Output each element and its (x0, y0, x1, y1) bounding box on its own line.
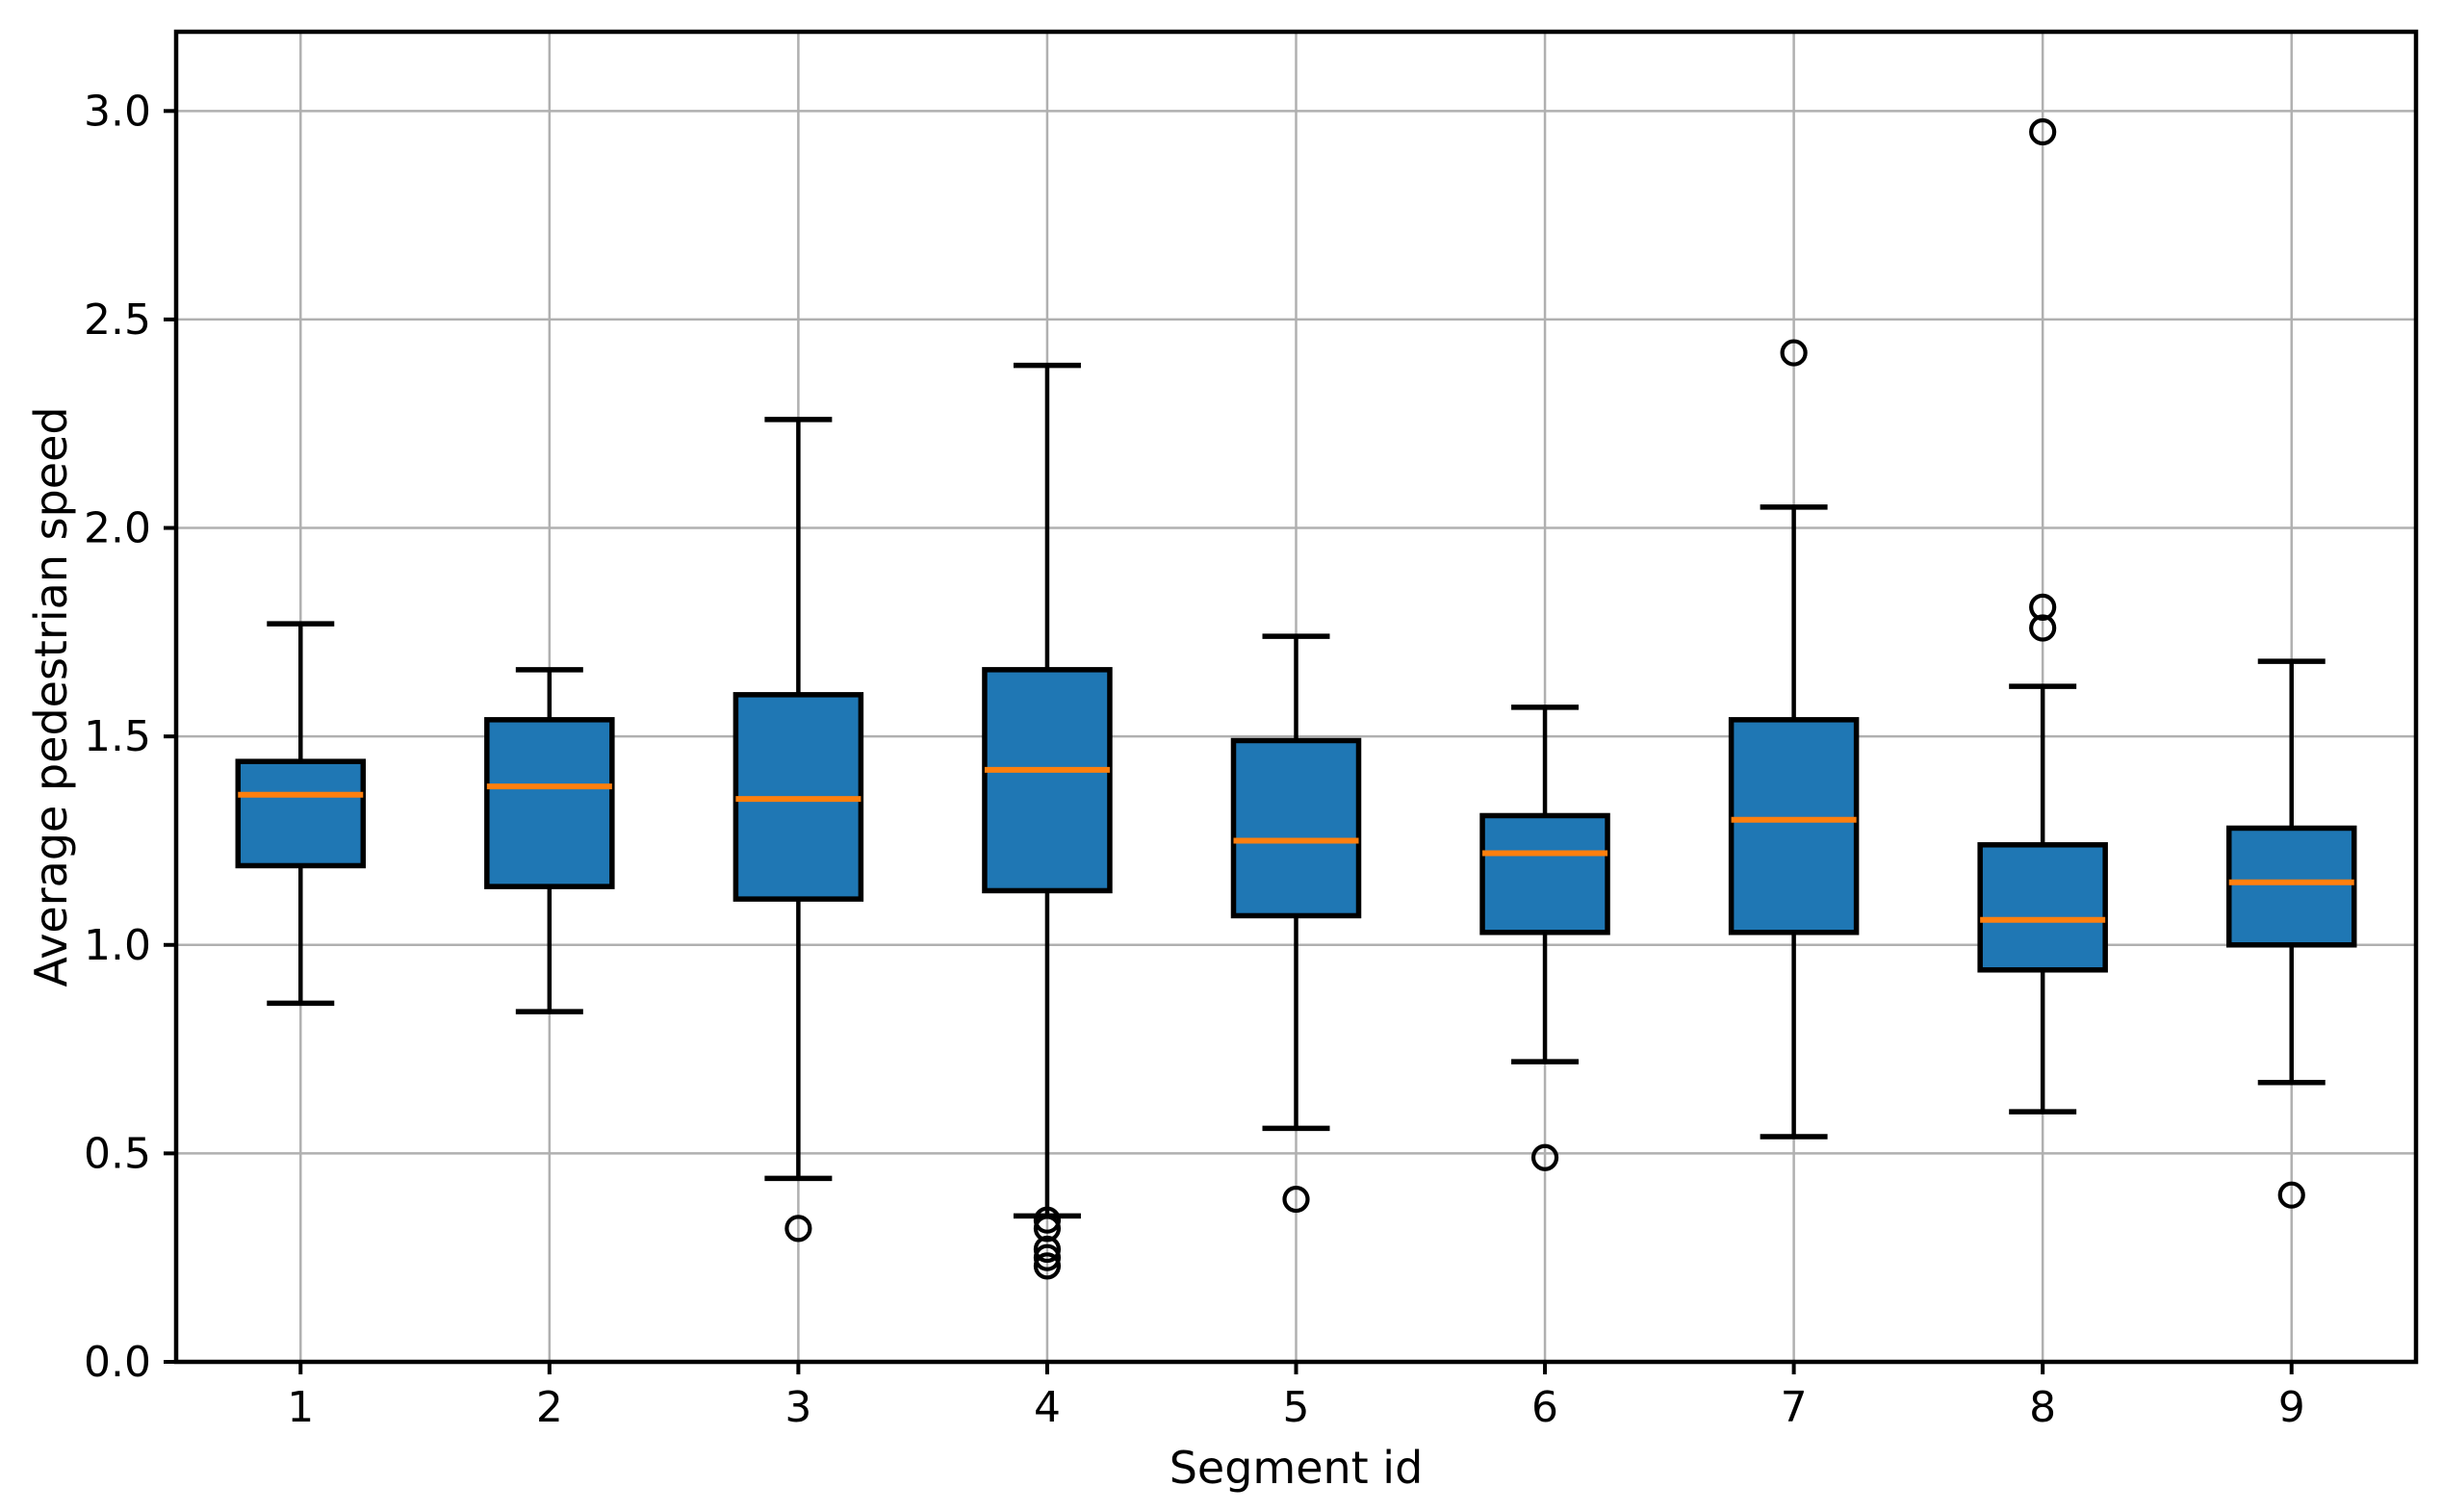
box-segment-4 (982, 667, 1113, 894)
outlier-segment-8 (2029, 117, 2057, 146)
x-tick-label-8: 8 (2029, 1383, 2056, 1432)
x-tick-label-3: 3 (784, 1383, 811, 1432)
y-axis-title: Average pedestrian speed (25, 406, 77, 987)
box-segment-6 (1479, 812, 1610, 935)
outlier-segment-4 (1033, 1215, 1062, 1243)
x-tick-label-6: 6 (1531, 1383, 1558, 1432)
y-tick-label-0.0: 0.0 (84, 1338, 151, 1387)
box-segment-7 (1728, 717, 1860, 935)
outlier-segment-9 (2277, 1181, 2305, 1209)
x-tick-label-4: 4 (1034, 1383, 1061, 1432)
outlier-segment-4 (1033, 1235, 1062, 1264)
box-segment-5 (1230, 737, 1362, 919)
outlier-segment-4 (1033, 1206, 1062, 1234)
x-tick-label-1: 1 (287, 1383, 314, 1432)
outlier-segment-4 (1033, 1252, 1062, 1280)
x-tick-label-9: 9 (2278, 1383, 2305, 1432)
x-axis-title: Segment id (1169, 1442, 1424, 1494)
box-segment-8 (1977, 842, 2108, 973)
y-tick-label-3.0: 3.0 (84, 87, 151, 136)
box-segment-1 (235, 758, 367, 869)
y-tick-label-1.5: 1.5 (84, 712, 151, 761)
outlier-segment-5 (1282, 1185, 1310, 1214)
x-tick-label-5: 5 (1283, 1383, 1310, 1432)
outlier-segment-8 (2029, 614, 2057, 642)
y-tick-label-1.0: 1.0 (84, 921, 151, 970)
y-tick-label-0.5: 0.5 (84, 1129, 151, 1178)
outlier-segment-4 (1033, 1243, 1062, 1271)
outlier-segment-6 (1530, 1143, 1559, 1171)
box-segment-2 (484, 717, 615, 889)
outlier-segment-3 (784, 1215, 812, 1243)
x-tick-label-7: 7 (1781, 1383, 1808, 1432)
y-tick-label-2.5: 2.5 (84, 295, 151, 345)
outlier-segment-7 (1780, 339, 1808, 367)
x-tick-label-2: 2 (536, 1383, 563, 1432)
outlier-segment-8 (2029, 593, 2057, 621)
y-tick-label-2.0: 2.0 (84, 504, 151, 553)
box-segment-9 (2225, 825, 2357, 948)
